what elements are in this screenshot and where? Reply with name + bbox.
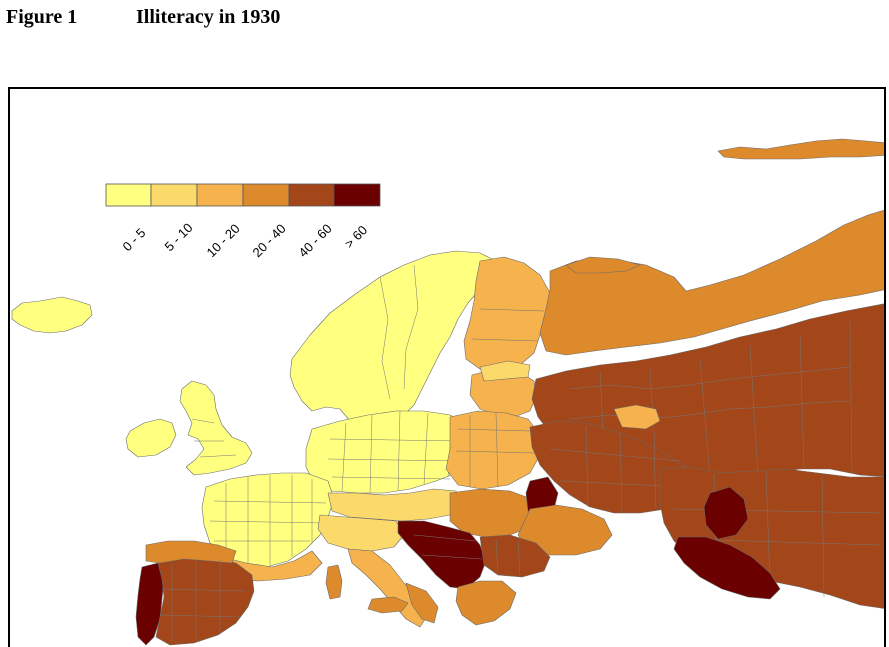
region-caucasus (673, 536, 781, 600)
legend: 0 - 5 5 - 10 10 - 20 20 - 40 40 - 60 > 6… (105, 183, 381, 260)
map-frame: 0 - 5 5 - 10 10 - 20 20 - 40 40 - 60 > 6… (8, 87, 886, 647)
legend-swatch-10-20 (196, 183, 244, 207)
legend-swatch-0-5 (105, 183, 152, 207)
region-iceland (11, 296, 93, 334)
region-sardinia (325, 564, 343, 600)
legend-label-40-60: 40 - 60 (296, 221, 335, 260)
legend-label-5-10: 5 - 10 (162, 220, 196, 254)
region-north-russia (539, 209, 884, 356)
region-italy-south (405, 582, 439, 624)
figure-number: Figure 1 (6, 6, 78, 28)
region-france (201, 472, 335, 568)
region-scandinavia (289, 250, 497, 434)
region-italy-north (317, 514, 405, 552)
legend-swatch-gt-60 (333, 183, 381, 207)
legend-swatch-20-40 (242, 183, 290, 207)
legend-label-0-5: 0 - 5 (120, 225, 149, 254)
europe-map: 0 - 5 5 - 10 10 - 20 20 - 40 40 - 60 > 6… (11, 138, 884, 646)
region-estonia (479, 360, 531, 382)
region-sicily (367, 596, 409, 614)
region-poland (445, 410, 541, 490)
figure-title: Illiteracy in 1930 (136, 6, 281, 28)
region-italy (347, 548, 429, 628)
region-kola-peninsula (565, 256, 641, 274)
region-novaya-zemlya (717, 138, 884, 160)
region-austria (327, 488, 463, 522)
legend-label-10-20: 10 - 20 (204, 221, 243, 260)
legend-swatch-5-10 (150, 183, 198, 207)
region-ireland (125, 418, 177, 458)
legend-label-20-40: 20 - 40 (250, 221, 289, 260)
region-caucasus-north (703, 486, 749, 540)
region-spain-north (145, 540, 237, 564)
region-great-britain (179, 380, 253, 476)
legend-swatch-40-60 (288, 183, 335, 207)
region-moscow (613, 404, 661, 430)
legend-label-gt-60: > 60 (342, 222, 371, 251)
region-greece (455, 580, 517, 626)
region-spain (155, 556, 255, 646)
